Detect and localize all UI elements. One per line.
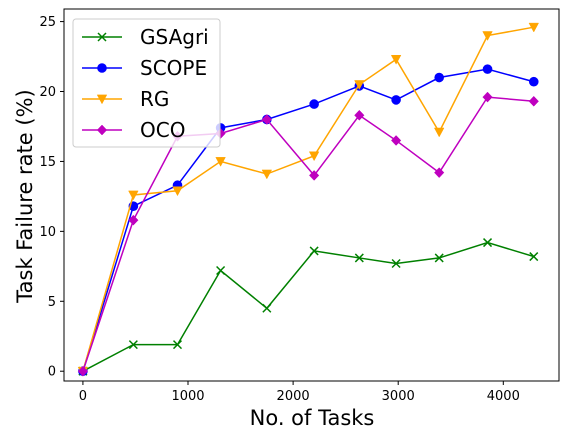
data-point-gsagri-stroke (483, 238, 493, 248)
legend-marker-rg (96, 94, 108, 105)
data-point-gsagri-stroke (172, 340, 183, 350)
data-point-gsagri (529, 252, 539, 262)
series-rg (77, 22, 539, 377)
y-tick-label: 20 (39, 85, 56, 100)
data-point-scope (309, 99, 319, 109)
data-point-rg (354, 80, 365, 90)
data-point-gsagri-stroke (309, 246, 319, 256)
legend-box (72, 18, 221, 148)
data-point-rg (433, 127, 445, 138)
data-point-gsagri (262, 303, 272, 313)
legend-label-oco: OCO (140, 118, 185, 142)
data-point-gsagri (128, 340, 138, 350)
data-point-gsagri-stroke (262, 303, 272, 313)
legend-label-gsagri: GSAgri (140, 25, 209, 49)
legend: GSAgri SCOPE RG OCO (72, 18, 221, 148)
data-point-oco (391, 135, 402, 146)
data-point-scope (482, 64, 493, 74)
y-axis-label: Task Failure rate (%) (13, 89, 37, 303)
y-tick-label: 25 (39, 15, 56, 30)
data-point-scope (391, 95, 401, 105)
y-tick-label: 5 (48, 295, 56, 310)
legend-item-gsagri: GSAgri (82, 25, 209, 49)
data-point-gsagri-stroke (391, 258, 401, 269)
data-point-gsagri-stroke (434, 253, 444, 263)
legend-item-oco: OCO (82, 118, 185, 142)
data-point-gsagri (172, 340, 183, 350)
data-point-gsagri-stroke (216, 265, 226, 276)
y-tick-label: 10 (39, 225, 56, 240)
data-point-oco (482, 91, 493, 103)
data-point-gsagri (354, 253, 364, 263)
data-point-scope (528, 76, 539, 87)
data-point-rg (172, 186, 183, 197)
y-tick-label: 15 (39, 155, 56, 170)
data-point-rg (528, 22, 539, 33)
data-point-gsagri (391, 258, 401, 269)
data-point-scope (434, 72, 444, 83)
data-point-oco (354, 109, 365, 121)
data-point-rg (261, 169, 273, 180)
legend-marker-scope (97, 63, 107, 73)
data-point-oco (528, 95, 539, 107)
legend-marker-gsagri-stroke (97, 32, 107, 42)
data-point-gsagri (309, 246, 319, 256)
legend-label-scope: SCOPE (140, 56, 207, 80)
legend-item-scope: SCOPE (82, 56, 207, 80)
series-gsagri (78, 238, 539, 376)
series-line-gsagri (82, 241, 534, 372)
x-axis-label: No. of Tasks (250, 406, 375, 430)
data-point-gsagri-stroke (529, 252, 539, 262)
x-tick-label: 3000 (382, 389, 415, 404)
data-point-oco (128, 214, 139, 226)
data-point-gsagri (216, 265, 226, 276)
data-point-rg (215, 157, 226, 167)
data-point-rg (482, 31, 493, 41)
legend-item-rg: RG (82, 87, 169, 111)
data-point-oco (309, 170, 320, 181)
data-point-rg (390, 55, 402, 65)
data-point-oco (434, 167, 445, 178)
legend-marker-gsagri (97, 32, 107, 42)
data-point-oco (261, 114, 272, 125)
x-tick-label: 1000 (171, 389, 204, 404)
data-point-rg (128, 190, 139, 201)
legend-marker-oco (96, 124, 108, 136)
x-tick-label: 0 (79, 389, 87, 404)
plot-frame (63, 8, 560, 382)
x-tick-label: 2000 (277, 389, 310, 404)
data-point-gsagri-stroke (354, 253, 364, 263)
data-point-gsagri (483, 238, 493, 248)
data-point-gsagri-stroke (128, 340, 138, 350)
legend-label-rg: RG (140, 87, 169, 111)
y-tick-label: 0 (48, 365, 56, 380)
data-point-gsagri (434, 253, 444, 263)
x-tick-label: 4000 (487, 389, 520, 404)
data-point-oco (77, 365, 89, 377)
data-point-rg (308, 151, 320, 162)
